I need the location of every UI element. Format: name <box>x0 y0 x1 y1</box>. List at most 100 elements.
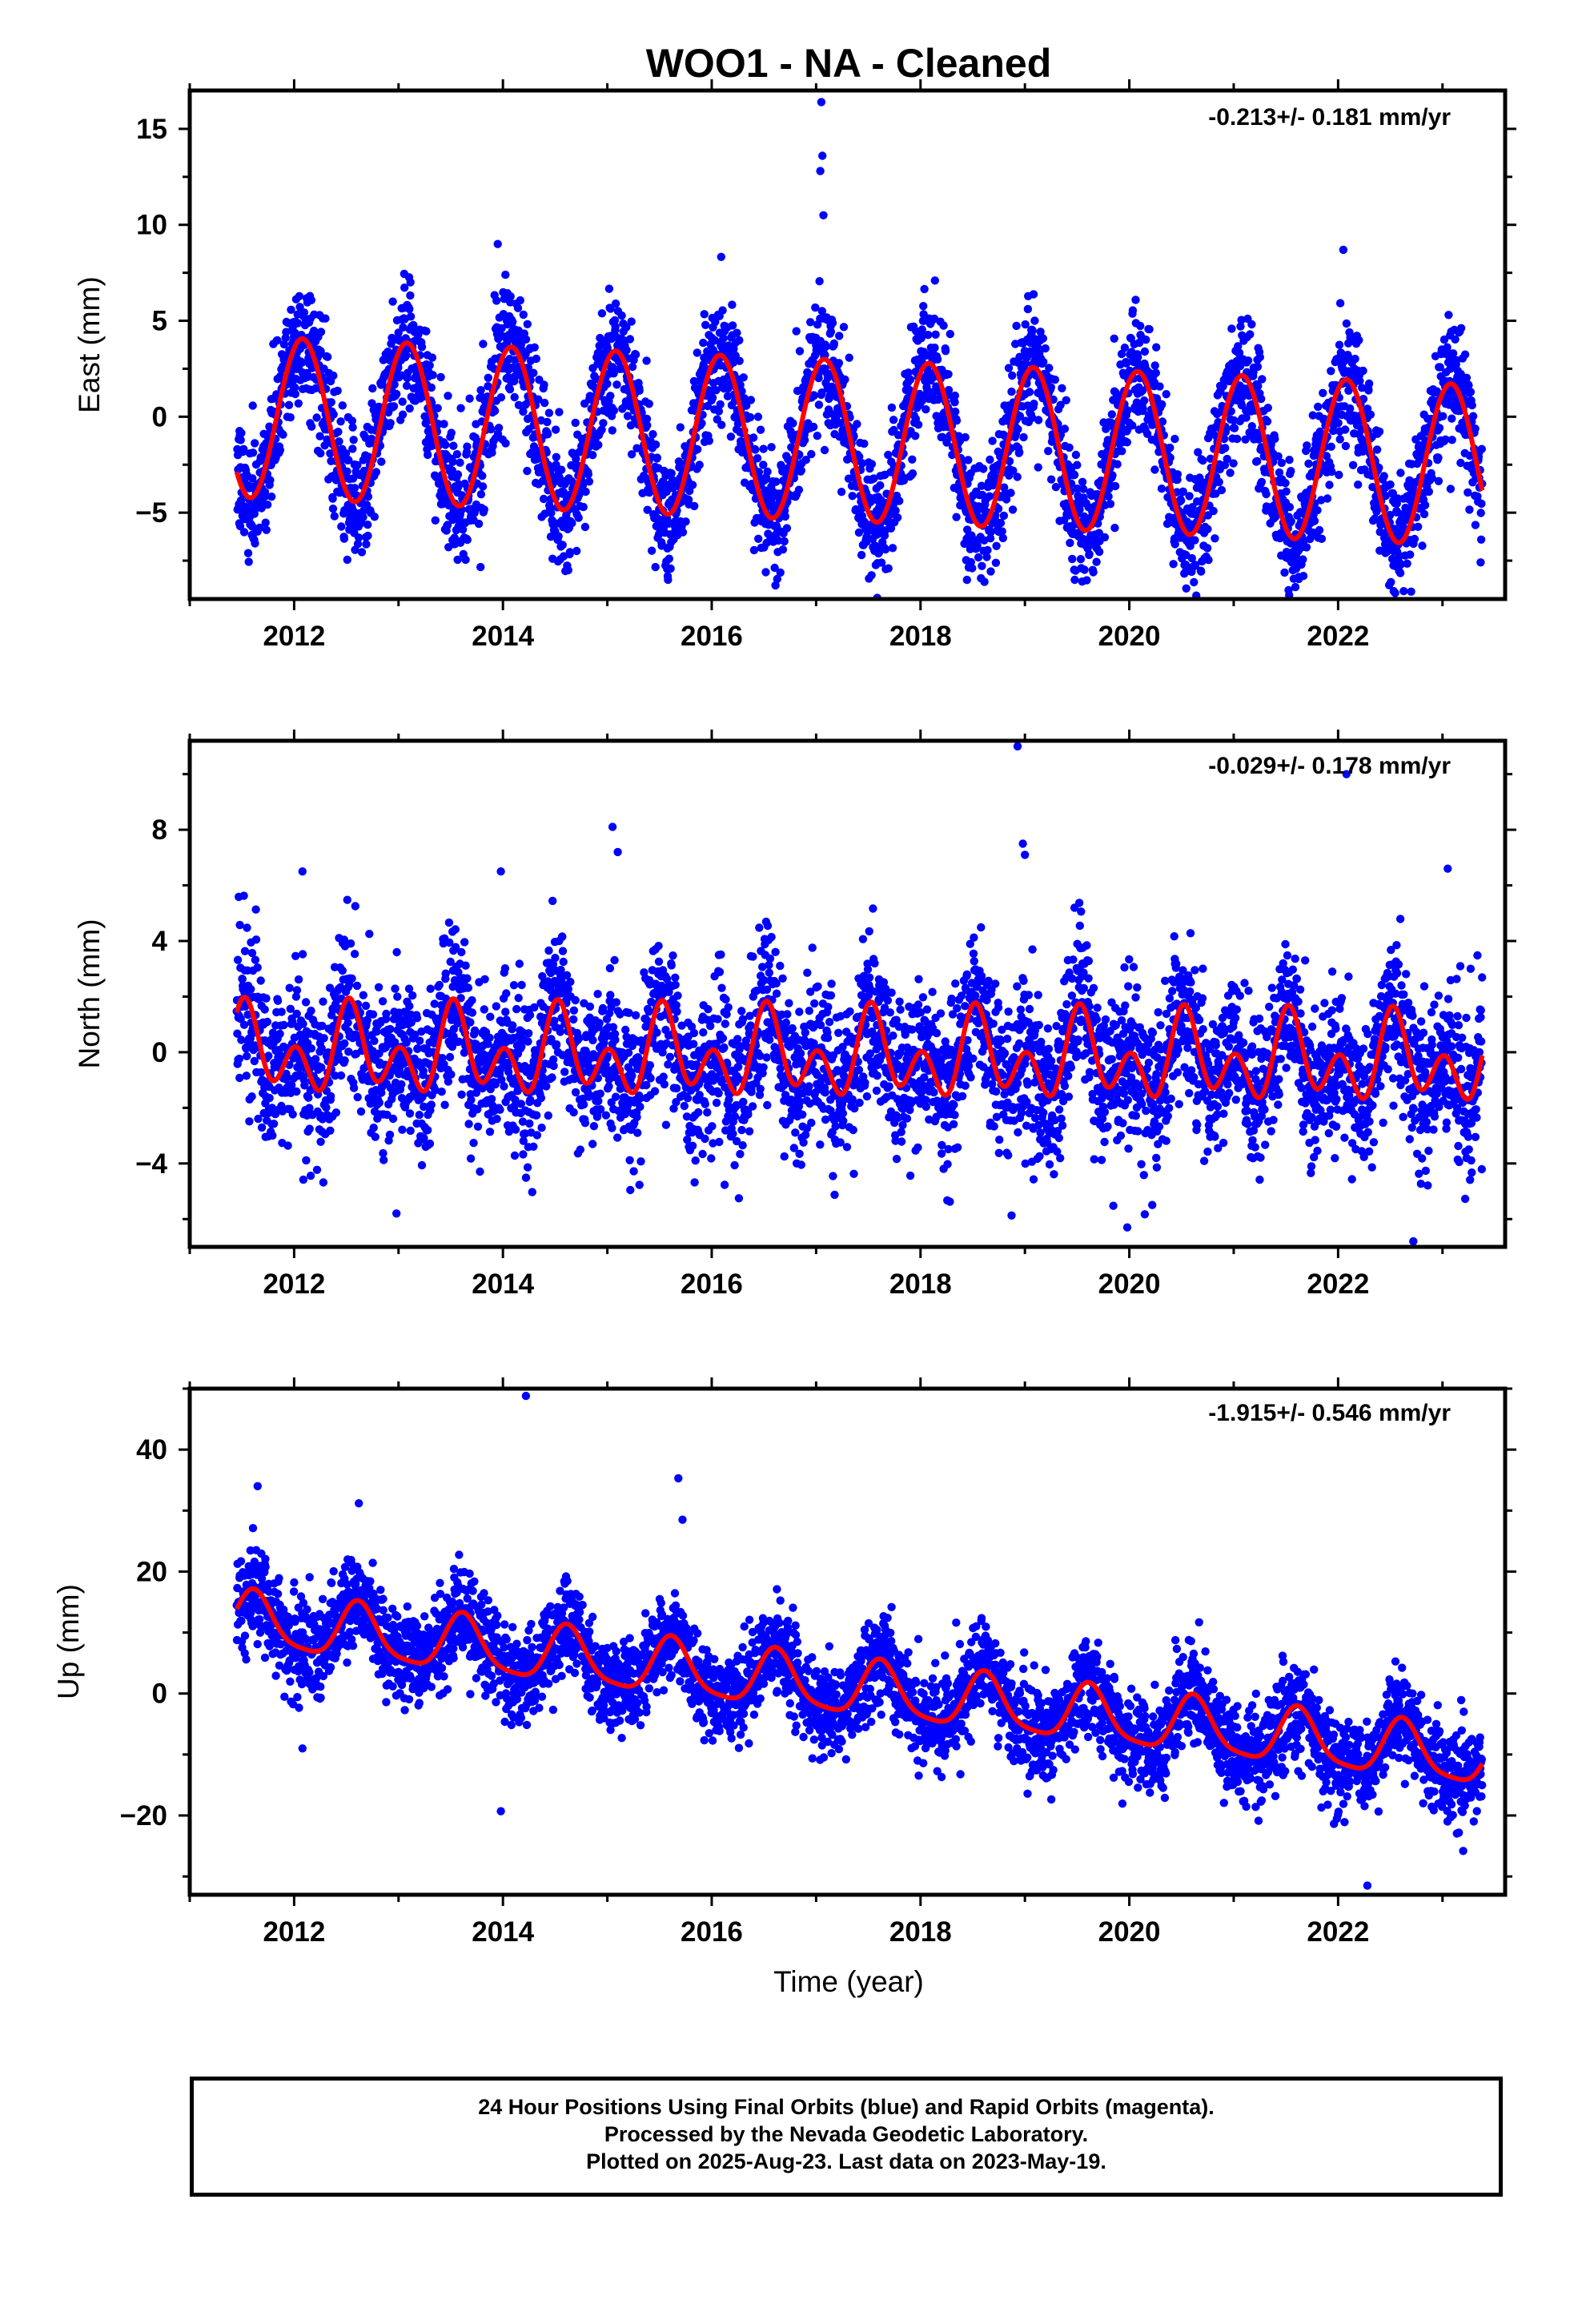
data-point <box>253 963 262 972</box>
data-point <box>353 540 363 549</box>
data-point <box>884 450 893 460</box>
data-point <box>1335 340 1344 349</box>
data-point <box>405 1002 414 1011</box>
data-point <box>328 494 337 503</box>
data-point <box>814 400 824 409</box>
data-point <box>1341 425 1350 434</box>
data-point <box>693 348 701 357</box>
data-point <box>1110 334 1118 343</box>
data-point <box>1170 434 1179 444</box>
data-point <box>946 329 955 339</box>
data-point <box>622 323 631 332</box>
data-point <box>1414 522 1423 531</box>
data-point <box>294 975 303 984</box>
data-point <box>506 292 515 301</box>
data-point <box>1136 321 1145 331</box>
data-point <box>717 420 726 429</box>
data-point <box>1241 435 1250 444</box>
data-point <box>821 342 831 351</box>
data-point <box>767 443 776 452</box>
data-point <box>286 413 295 422</box>
data-point <box>248 448 258 457</box>
data-point <box>311 1055 320 1063</box>
data-point <box>1262 489 1271 499</box>
data-point <box>453 470 463 479</box>
data-point <box>1342 319 1351 328</box>
outlier-point <box>816 167 825 175</box>
data-point <box>237 428 246 437</box>
data-point <box>1468 400 1476 410</box>
data-point <box>811 303 820 312</box>
data-point <box>1078 485 1088 493</box>
data-point <box>817 307 826 316</box>
data-point <box>547 509 556 517</box>
data-point <box>763 467 772 476</box>
data-point <box>1140 396 1149 405</box>
data-point <box>1158 417 1167 426</box>
data-point <box>494 424 504 432</box>
data-point <box>963 525 972 534</box>
data-point <box>908 455 917 464</box>
data-point <box>950 391 960 400</box>
data-point <box>726 432 736 441</box>
data-point <box>962 575 972 585</box>
data-point <box>606 392 615 400</box>
data-point <box>449 441 458 450</box>
data-point <box>820 445 829 455</box>
data-point <box>676 423 685 432</box>
data-point <box>920 284 929 294</box>
data-point <box>306 1172 315 1180</box>
data-point <box>463 535 472 545</box>
data-point <box>316 1137 325 1147</box>
data-point <box>1106 500 1115 509</box>
data-point <box>1028 413 1037 422</box>
data-point <box>523 466 532 476</box>
data-point <box>368 1010 378 1019</box>
data-point <box>277 1007 286 1016</box>
data-point <box>1460 350 1470 359</box>
data-point <box>1021 320 1030 329</box>
data-point <box>338 401 347 410</box>
data-point <box>770 563 779 573</box>
data-point <box>424 450 432 460</box>
data-point <box>735 356 744 365</box>
data-point <box>867 571 876 580</box>
x-tick-label: 2022 <box>1307 621 1369 652</box>
data-point <box>444 918 454 927</box>
data-point <box>492 296 501 305</box>
data-point <box>1197 567 1206 576</box>
data-point <box>388 297 397 306</box>
data-point <box>739 373 748 382</box>
data-point <box>326 449 335 458</box>
data-point <box>1253 362 1263 372</box>
data-point <box>505 385 515 394</box>
data-point <box>540 509 549 518</box>
data-point <box>554 532 563 541</box>
data-point <box>1386 480 1395 489</box>
data-point <box>1274 452 1283 460</box>
data-point <box>292 986 302 995</box>
data-point <box>457 1090 466 1100</box>
data-point <box>1060 424 1070 433</box>
data-point <box>933 355 942 364</box>
data-point <box>792 327 801 336</box>
data-point <box>478 482 488 491</box>
data-point <box>886 524 896 533</box>
data-point <box>1056 400 1065 409</box>
data-point <box>544 408 554 417</box>
data-point <box>1071 450 1081 460</box>
data-point <box>780 537 789 546</box>
data-point <box>612 380 621 389</box>
data-point <box>1015 412 1025 420</box>
data-point <box>1065 443 1074 452</box>
data-point <box>678 528 688 537</box>
data-point <box>581 487 590 497</box>
data-point <box>1030 316 1039 325</box>
data-point <box>625 335 635 344</box>
data-point <box>1188 503 1197 512</box>
data-point <box>604 284 614 293</box>
data-point <box>1447 436 1456 444</box>
y-tick-label: 0 <box>152 401 167 432</box>
data-point <box>813 432 821 440</box>
data-point <box>349 436 358 444</box>
